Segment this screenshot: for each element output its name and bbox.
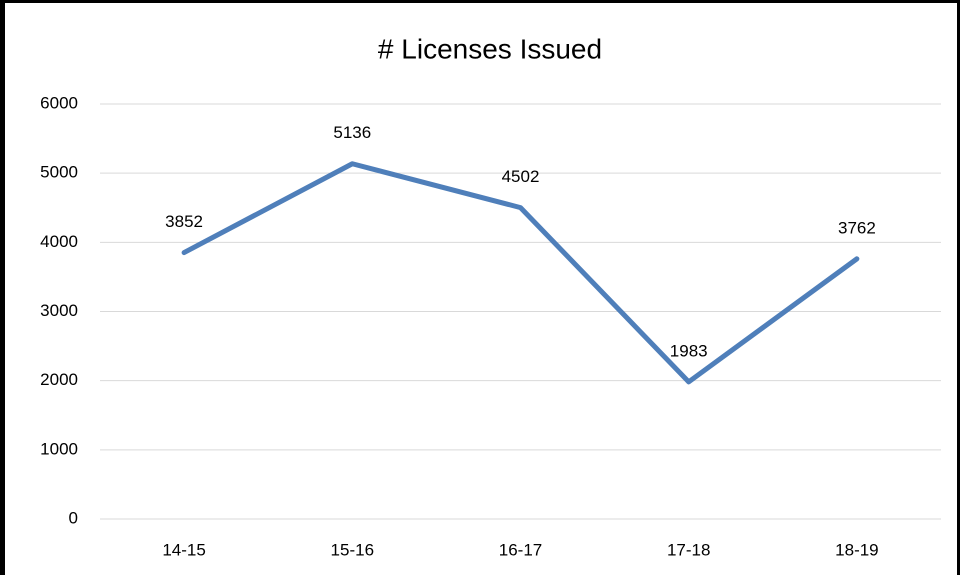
y-tick-label: 6000	[40, 93, 78, 112]
y-tick-label: 3000	[40, 301, 78, 320]
x-tick-label: 15-16	[331, 540, 374, 559]
y-tick-label: 4000	[40, 232, 78, 251]
data-label: 5136	[333, 123, 371, 142]
chart-title: # Licenses Issued	[378, 33, 602, 64]
data-label: 3762	[838, 218, 876, 237]
x-tick-label: 17-18	[667, 540, 710, 559]
line-series	[181, 161, 860, 385]
chart-border-left	[0, 0, 5, 575]
x-tick-label: 18-19	[835, 540, 878, 559]
x-tick-label: 14-15	[162, 540, 205, 559]
data-label: 1983	[670, 341, 708, 360]
y-tick-label: 2000	[40, 370, 78, 389]
y-tick-label: 1000	[40, 439, 78, 458]
x-tick-label: 16-17	[499, 540, 542, 559]
data-label: 4502	[502, 167, 540, 186]
y-tick-label: 5000	[40, 163, 78, 182]
data-label: 3852	[165, 212, 203, 231]
y-tick-label: 0	[69, 508, 78, 527]
